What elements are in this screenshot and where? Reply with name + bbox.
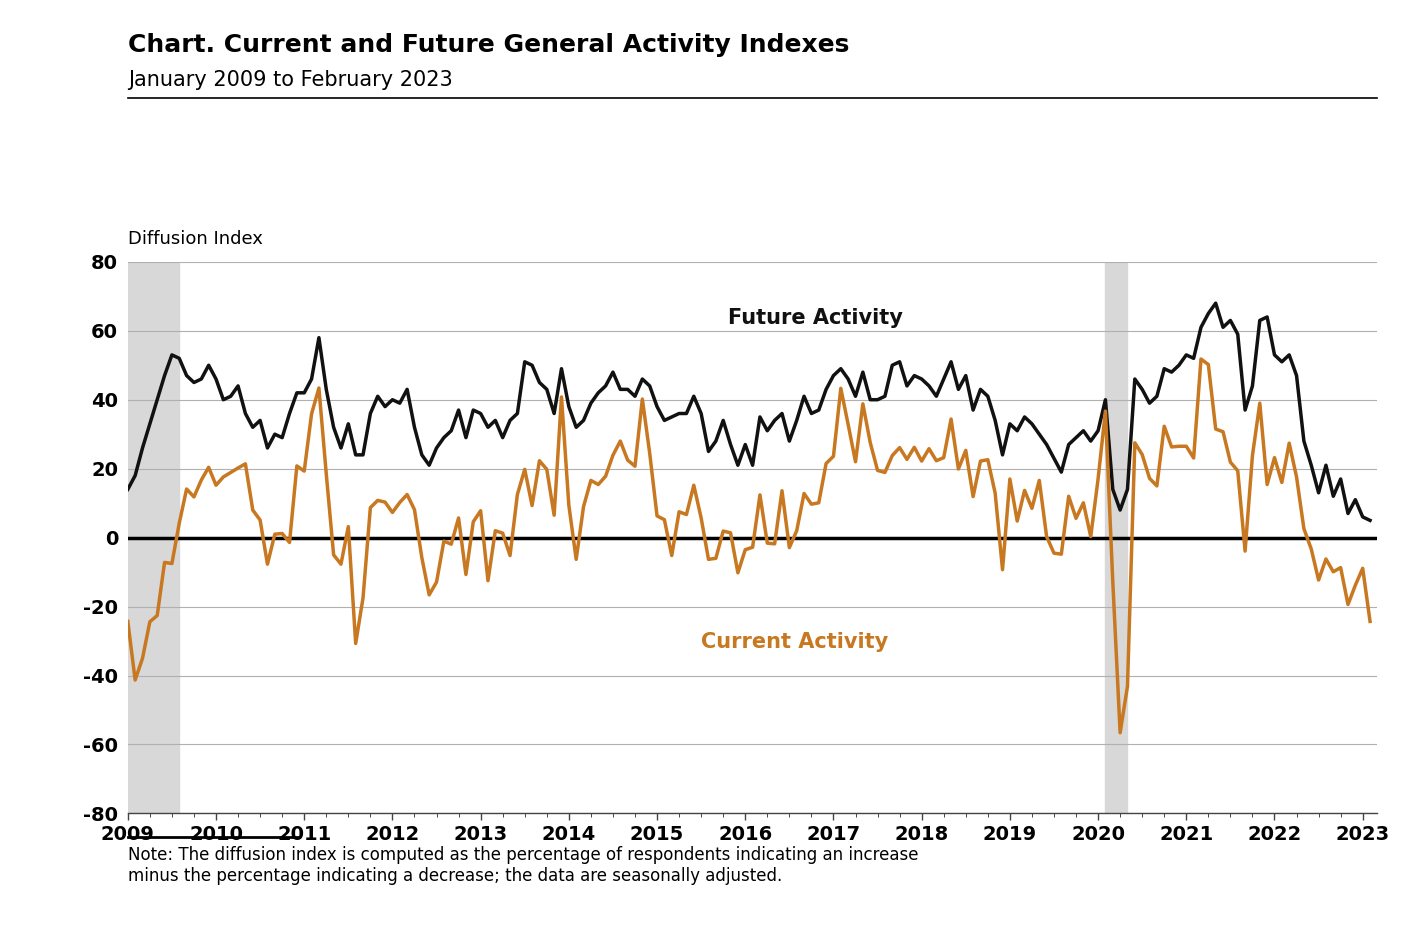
- Text: Note: The diffusion index is computed as the percentage of respondents indicatin: Note: The diffusion index is computed as…: [128, 846, 919, 885]
- Bar: [128, 262, 179, 813]
- Bar: [1105, 262, 1127, 813]
- Text: Diffusion Index: Diffusion Index: [128, 230, 263, 248]
- Text: Current Activity: Current Activity: [701, 632, 889, 652]
- Text: Chart. Current and Future General Activity Indexes: Chart. Current and Future General Activi…: [128, 33, 849, 57]
- Text: January 2009 to February 2023: January 2009 to February 2023: [128, 70, 453, 90]
- Text: Future Activity: Future Activity: [727, 308, 903, 328]
